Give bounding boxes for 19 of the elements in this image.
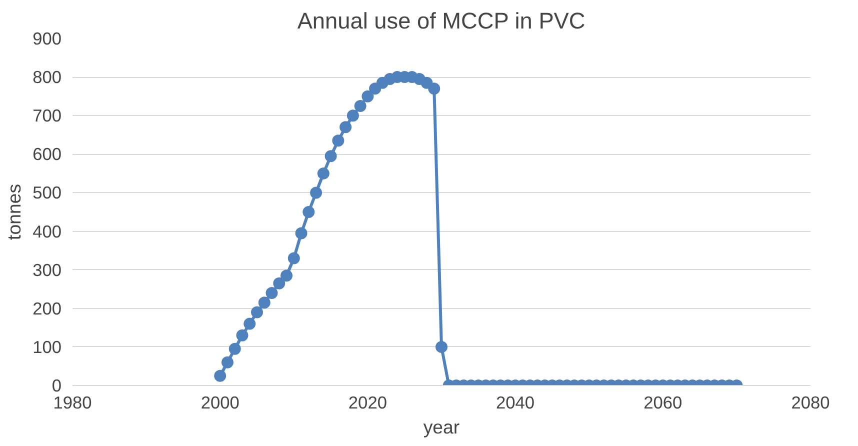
y-tick-label: 700 xyxy=(32,106,62,126)
y-tick-label: 100 xyxy=(32,336,62,357)
x-tick-label: 2000 xyxy=(200,392,240,412)
chart-title: Annual use of MCCP in PVC xyxy=(297,8,586,34)
x-tick-label: 2080 xyxy=(791,392,830,412)
y-tick-label: 800 xyxy=(32,67,62,88)
y-tick-label: 400 xyxy=(32,221,62,242)
y-tick-label: 300 xyxy=(32,260,62,280)
y-tick-label: 900 xyxy=(32,28,62,48)
x-tick-label: 2040 xyxy=(496,392,535,412)
y-tick-label: 0 xyxy=(52,376,62,396)
x-axis-title: year xyxy=(423,416,460,438)
x-tick-label: 2060 xyxy=(644,392,682,412)
x-tick-label: 2020 xyxy=(348,392,387,412)
y-tick-label: 600 xyxy=(32,144,62,164)
y-axis-title: tonnes xyxy=(4,184,25,240)
y-tick-label: 500 xyxy=(32,182,62,203)
x-tick-label: 1980 xyxy=(53,392,92,412)
y-tick-label: 200 xyxy=(32,298,62,318)
